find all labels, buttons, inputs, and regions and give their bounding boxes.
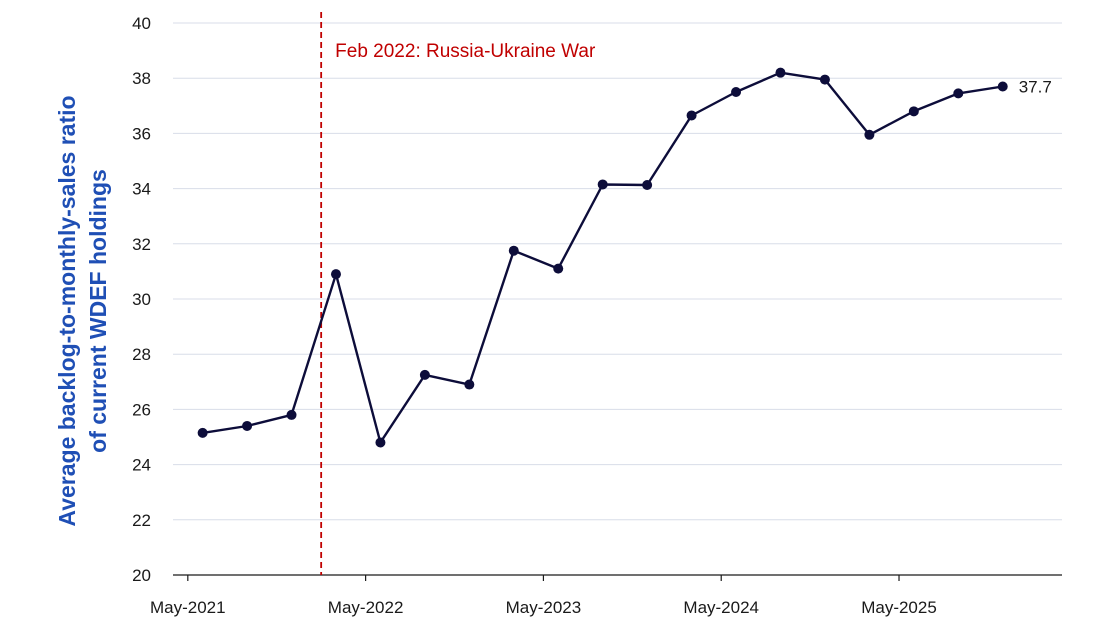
y-tick-label: 28: [132, 345, 151, 364]
y-tick-label: 20: [132, 566, 151, 585]
y-axis-title-line-1: Average backlog-to-monthly-sales ratio: [54, 95, 80, 526]
data-point: [953, 88, 964, 99]
data-point: [642, 180, 653, 191]
x-tick-label: May-2021: [150, 598, 226, 617]
x-tick-label: May-2024: [683, 598, 759, 617]
y-tick-label: 32: [132, 235, 151, 254]
annotation-group: Feb 2022: Russia-Ukraine War: [320, 12, 596, 575]
x-axis: May-2021 May-2022 May-2023 May-2024 May-2025: [150, 574, 1062, 617]
data-point: [286, 409, 297, 420]
y-tick-label: 24: [132, 456, 151, 475]
y-tick-label: 36: [132, 124, 151, 143]
y-tick-label: 34: [132, 180, 151, 199]
data-point: [508, 245, 519, 256]
y-tick-label: 26: [132, 400, 151, 419]
war-event-label: Feb 2022: Russia-Ukraine War: [335, 41, 596, 62]
data-point: [464, 379, 475, 390]
data-point: [731, 87, 742, 97]
data-point: [908, 106, 919, 117]
x-tick-label: May-2023: [506, 598, 582, 617]
data-point: [997, 81, 1008, 92]
y-tick-label: 30: [132, 290, 151, 309]
x-tick-label: May-2025: [861, 598, 937, 617]
data-point: [419, 369, 430, 380]
data-point: [197, 427, 208, 438]
data-point: [864, 129, 875, 140]
data-point: [775, 67, 786, 78]
data-point: [330, 269, 341, 280]
y-tick-label: 38: [132, 69, 151, 88]
data-point: [597, 179, 608, 190]
data-point: [242, 420, 253, 431]
y-tick-label: 22: [132, 511, 151, 530]
series-line: [202, 71, 1003, 444]
y-tick-label: 40: [132, 14, 151, 33]
series-group: 37.7: [197, 67, 1052, 448]
data-point: [553, 263, 564, 274]
grid-lines: [173, 22, 1062, 521]
end-value-label: 37.7: [1019, 77, 1052, 96]
data-point: [819, 74, 830, 85]
y-axis-title-line-2: of current WDEF holdings: [85, 169, 111, 453]
x-tick-label: May-2022: [328, 598, 404, 617]
data-point: [686, 110, 697, 121]
y-axis: 20 22 24 26 28 30 32 34 36 38 40: [132, 14, 151, 585]
data-point: [375, 437, 386, 448]
